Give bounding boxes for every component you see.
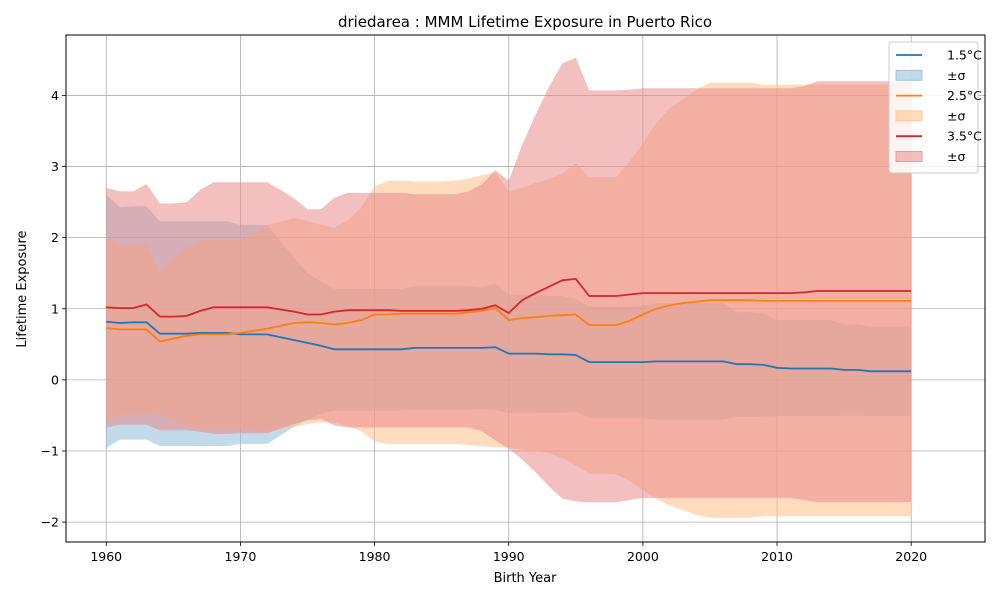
band-3.5°C bbox=[106, 57, 912, 503]
x-tick-label: 1980 bbox=[359, 549, 391, 564]
chart-title: driedarea : MMM Lifetime Exposure in Pue… bbox=[338, 13, 712, 31]
x-tick-label: 2020 bbox=[895, 549, 927, 564]
legend-label: 3.5°C bbox=[947, 129, 982, 144]
legend: 1.5°C ±σ 2.5°C ±σ 3.5°C ±σ bbox=[888, 41, 982, 174]
line-1.5°C bbox=[106, 320, 912, 373]
y-tick-label: −1 bbox=[41, 443, 59, 458]
x-tick-label: 2010 bbox=[761, 549, 793, 564]
legend-label: 2.5°C bbox=[947, 88, 982, 103]
y-axis-title: Lifetime Exposure bbox=[15, 230, 30, 347]
y-tick-label: 1 bbox=[51, 301, 59, 316]
legend-label: ±σ bbox=[947, 108, 965, 123]
line-2.5°C bbox=[106, 299, 912, 343]
legend-band-swatch bbox=[895, 151, 923, 162]
legend-label: 1.5°C bbox=[947, 48, 982, 63]
error-bands bbox=[106, 57, 912, 518]
y-tick-label: 2 bbox=[51, 230, 59, 245]
x-tick-label: 1990 bbox=[493, 549, 525, 564]
y-tick-label: 4 bbox=[51, 88, 59, 103]
y-tick-label: −2 bbox=[41, 515, 59, 530]
line-3.5°C bbox=[106, 277, 912, 318]
axis-ticks: 1960 1970 1980 1990 2000 2010 2020 −2 −1 0 1 2 3 4 bbox=[41, 88, 928, 564]
plot-frame bbox=[65, 34, 986, 543]
x-tick-label: 1960 bbox=[90, 549, 122, 564]
legend-label: ±σ bbox=[947, 68, 965, 83]
x-axis-title: Birth Year bbox=[494, 571, 558, 586]
legend-label: ±σ bbox=[947, 149, 965, 164]
legend-band-swatch bbox=[895, 69, 923, 81]
y-tick-label: 0 bbox=[51, 372, 59, 387]
x-tick-label: 1970 bbox=[225, 549, 257, 564]
y-tick-label: 3 bbox=[51, 159, 59, 174]
x-tick-label: 2000 bbox=[627, 549, 659, 564]
series-lines bbox=[106, 277, 912, 373]
legend-band-swatch bbox=[895, 110, 923, 122]
